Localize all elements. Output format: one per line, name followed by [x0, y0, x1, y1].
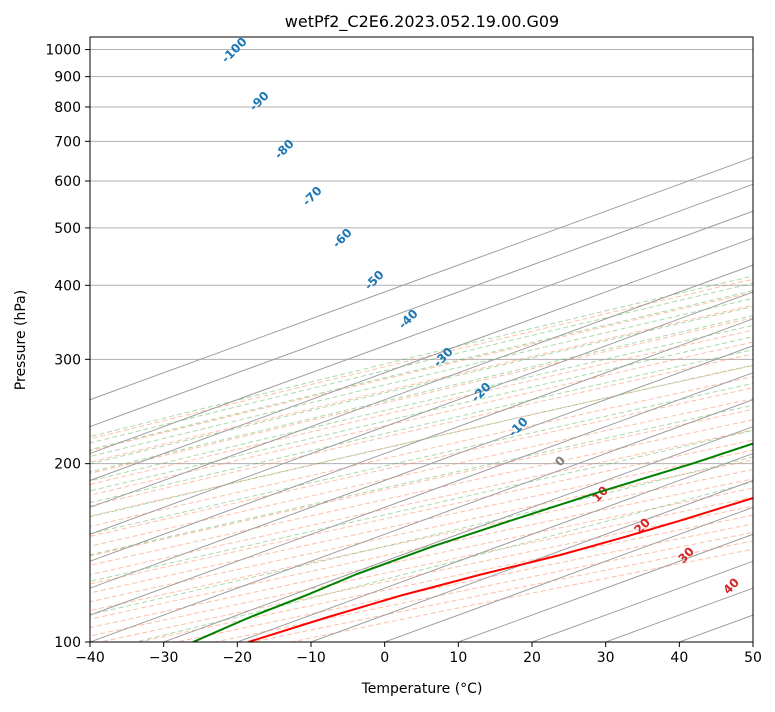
x-tick-label: 20 [523, 650, 541, 666]
y-tick-label: 500 [54, 221, 81, 237]
x-tick-label: −40 [75, 650, 105, 666]
x-tick-label: −30 [149, 650, 179, 666]
y-tick-label: 100 [54, 635, 81, 651]
chart-title: wetPf2_C2E6.2023.052.19.00.G09 [285, 12, 559, 32]
x-tick-label: 30 [597, 650, 615, 666]
y-tick-label: 1000 [45, 43, 81, 59]
y-tick-label: 600 [54, 174, 81, 190]
y-tick-label: 200 [54, 457, 81, 473]
y-tick-label: 400 [54, 278, 81, 294]
x-tick-label: 50 [744, 650, 762, 666]
x-tick-label: 40 [670, 650, 688, 666]
x-tick-label: 10 [449, 650, 467, 666]
x-tick-label: −10 [296, 650, 326, 666]
y-tick-label: 800 [54, 100, 81, 116]
y-tick-label: 700 [54, 134, 81, 150]
x-axis-title: Temperature (°C) [361, 681, 483, 697]
x-tick-label: −20 [223, 650, 253, 666]
y-tick-label: 900 [54, 70, 81, 86]
y-tick-label: 300 [54, 352, 81, 368]
y-axis-title: Pressure (hPa) [13, 290, 29, 390]
x-tick-label: 0 [380, 650, 389, 666]
